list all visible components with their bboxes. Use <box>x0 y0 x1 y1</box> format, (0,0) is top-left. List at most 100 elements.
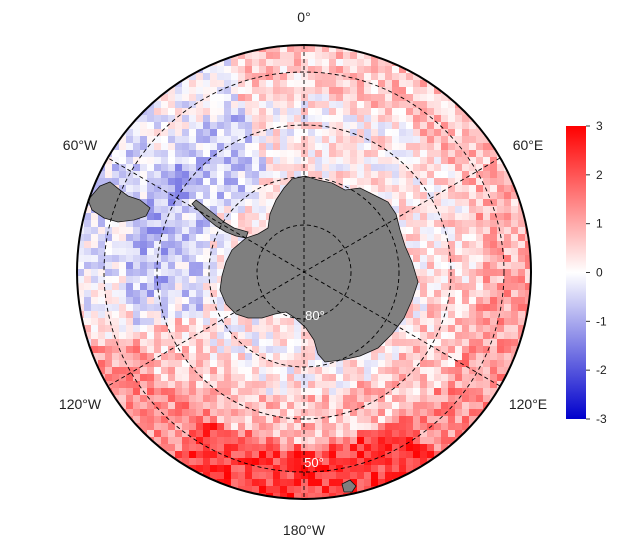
field-cell <box>441 248 449 256</box>
field-cell <box>217 465 225 473</box>
field-cell <box>336 430 344 438</box>
field-cell <box>126 290 134 298</box>
field-cell <box>448 381 456 389</box>
field-cell <box>357 73 365 81</box>
field-cell <box>441 416 449 424</box>
field-cell <box>357 157 365 165</box>
field-cell <box>371 472 379 480</box>
field-cell <box>364 451 372 459</box>
field-cell <box>427 346 435 354</box>
field-cell <box>189 360 197 368</box>
field-cell <box>182 437 190 445</box>
field-cell <box>504 276 512 284</box>
field-cell <box>287 430 295 438</box>
new-zealand-tip <box>341 479 357 493</box>
field-cell <box>154 171 162 179</box>
field-cell <box>252 409 260 417</box>
field-cell <box>462 353 470 361</box>
field-cell <box>357 437 365 445</box>
field-cell <box>294 465 302 473</box>
field-cell <box>350 157 358 165</box>
field-cell <box>245 416 253 424</box>
field-cell <box>371 367 379 375</box>
field-cell <box>273 318 281 326</box>
field-cell <box>420 395 428 403</box>
field-cell <box>399 171 407 179</box>
field-cell <box>469 262 477 270</box>
field-cell <box>343 458 351 466</box>
field-cell <box>364 367 372 375</box>
field-cell <box>329 479 337 487</box>
field-cell <box>231 241 239 249</box>
field-cell <box>280 465 288 473</box>
field-cell <box>392 423 400 431</box>
field-cell <box>196 87 204 95</box>
field-cell <box>441 276 449 284</box>
field-cell <box>294 409 302 417</box>
field-cell <box>238 332 246 340</box>
field-cell <box>434 269 442 277</box>
field-cell <box>455 115 463 123</box>
field-cell <box>98 220 106 228</box>
field-cell <box>294 395 302 403</box>
field-cell <box>427 367 435 375</box>
field-cell <box>224 101 232 109</box>
field-cell <box>224 178 232 186</box>
field-cell <box>476 143 484 151</box>
field-cell <box>238 451 246 459</box>
field-cell <box>189 220 197 228</box>
field-cell <box>189 283 197 291</box>
field-cell <box>266 458 274 466</box>
field-cell <box>287 381 295 389</box>
field-cell <box>147 332 155 340</box>
field-cell <box>182 283 190 291</box>
field-cell <box>182 262 190 270</box>
field-cell <box>189 255 197 263</box>
field-cell <box>315 409 323 417</box>
field-cell <box>245 80 253 88</box>
field-cell <box>280 87 288 95</box>
field-cell <box>329 164 337 172</box>
field-cell <box>133 311 141 319</box>
field-cell <box>252 171 260 179</box>
field-cell <box>406 101 414 109</box>
field-cell <box>266 143 274 151</box>
field-cell <box>140 297 148 305</box>
field-cell <box>406 73 414 81</box>
field-cell <box>301 374 309 382</box>
field-cell <box>210 122 218 130</box>
field-cell <box>322 87 330 95</box>
field-cell <box>203 192 211 200</box>
field-cell <box>329 409 337 417</box>
field-cell <box>336 451 344 459</box>
field-cell <box>189 409 197 417</box>
field-cell <box>238 150 246 158</box>
field-cell <box>217 367 225 375</box>
field-cell <box>175 290 183 298</box>
field-cell <box>77 206 85 214</box>
field-cell <box>434 374 442 382</box>
field-cell <box>147 374 155 382</box>
field-cell <box>189 395 197 403</box>
field-cell <box>385 367 393 375</box>
field-cell <box>203 199 211 207</box>
field-cell <box>364 73 372 81</box>
field-cell <box>483 227 491 235</box>
field-cell <box>420 206 428 214</box>
field-cell <box>238 45 246 53</box>
field-cell <box>98 304 106 312</box>
field-cell <box>448 360 456 368</box>
field-cell <box>497 297 505 305</box>
field-cell <box>175 115 183 123</box>
field-cell <box>476 164 484 172</box>
field-cell <box>378 171 386 179</box>
field-cell <box>427 262 435 270</box>
field-cell <box>399 108 407 116</box>
field-cell <box>504 318 512 326</box>
field-cell <box>91 290 99 298</box>
field-cell <box>203 150 211 158</box>
field-cell <box>336 73 344 81</box>
field-cell <box>112 381 120 389</box>
field-cell <box>518 297 526 305</box>
field-cell <box>308 374 316 382</box>
